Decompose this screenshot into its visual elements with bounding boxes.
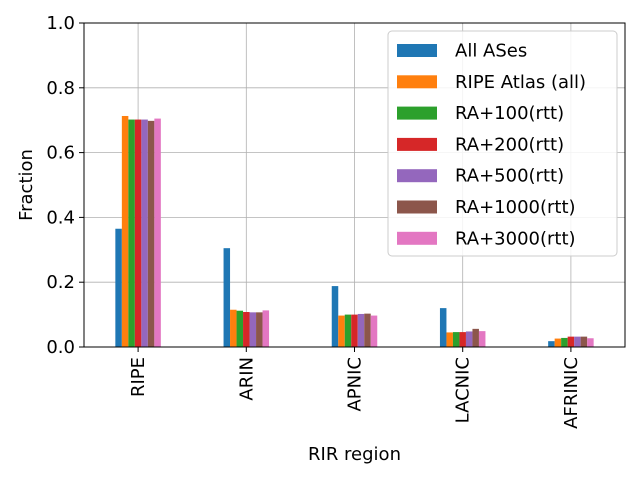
bar-ripe-3: [134, 119, 142, 347]
legend-swatch: [397, 106, 437, 120]
bar-apnic-4: [357, 313, 365, 347]
bar-apnic-6: [370, 315, 378, 347]
legend-swatch: [397, 75, 437, 89]
legend-swatch: [397, 137, 437, 151]
bar-afrinic-2: [561, 337, 568, 347]
legend-label: RIPE Atlas (all): [455, 72, 586, 93]
y-tick-label: 0.6: [46, 143, 75, 164]
x-tick-label: APNIC: [345, 357, 366, 412]
bar-arin-3: [243, 312, 250, 347]
y-tick-label: 1.0: [46, 13, 75, 34]
x-tick-label: LACNIC: [453, 357, 474, 423]
bar-arin-6: [262, 310, 270, 347]
x-tick-label: RIPE: [128, 357, 149, 397]
x-tick-label: AFRINIC: [561, 357, 582, 429]
bar-apnic-3: [351, 314, 358, 347]
bar-apnic-0: [331, 286, 339, 347]
bar-ripe-0: [115, 228, 122, 347]
legend: All ASes RIPE Atlas (all) RA+100(rtt) RA+20…: [387, 30, 618, 257]
legend-label: All ASes: [455, 41, 527, 62]
bar-lacnic-6: [478, 331, 486, 347]
bar-arin-4: [249, 312, 257, 347]
x-tick-label: ARIN: [236, 357, 257, 401]
y-tick-label: 0.0: [46, 337, 75, 358]
legend-swatch: [397, 200, 437, 214]
legend-label: RA+500(rtt): [455, 166, 564, 187]
bar-apnic-2: [344, 314, 352, 347]
legend-swatch: [397, 44, 437, 57]
legend-label: RA+200(rtt): [455, 134, 564, 155]
x-axis-ticks: RIPE ARIN APNIC LACNIC AFRINIC: [128, 347, 582, 429]
bar-apnic-1: [338, 315, 345, 347]
bar-ripe-1: [121, 115, 129, 347]
bar-ripe-4: [141, 119, 148, 347]
legend-label: RA+100(rtt): [455, 103, 564, 124]
x-axis-label: RIR region: [308, 444, 401, 465]
legend-label: RA+3000(rtt): [455, 228, 576, 249]
bar-apnic-5: [364, 313, 371, 347]
bar-afrinic-4: [574, 336, 581, 347]
legend-label: RA+1000(rtt): [455, 197, 576, 218]
bar-arin-5: [256, 312, 263, 347]
y-tick-label: 0.4: [46, 207, 75, 228]
bar-afrinic-5: [580, 336, 588, 347]
legend-swatch: [397, 231, 437, 245]
bar-ripe-5: [147, 120, 155, 348]
bar-afrinic-6: [587, 338, 594, 347]
bar-ripe-2: [128, 119, 135, 347]
y-tick-label: 0.8: [46, 78, 75, 99]
bar-arin-1: [230, 309, 237, 347]
bar-lacnic-0: [439, 308, 447, 347]
bar-afrinic-0: [548, 341, 555, 347]
y-axis-ticks: 0.0 0.2 0.4 0.6 0.8 1.0: [46, 13, 84, 358]
bars: [115, 115, 594, 348]
bar-lacnic-4: [465, 331, 473, 347]
bar-lacnic-3: [459, 332, 466, 347]
y-tick-label: 0.2: [46, 272, 75, 293]
bar-lacnic-5: [472, 328, 479, 347]
bar-lacnic-2: [452, 332, 460, 347]
bar-lacnic-1: [446, 332, 453, 347]
bar-ripe-6: [154, 118, 161, 347]
bar-arin-0: [223, 248, 231, 347]
bar-afrinic-3: [567, 336, 575, 347]
bar-afrinic-1: [554, 338, 562, 347]
y-axis-label: Fraction: [16, 149, 37, 221]
legend-swatch: [397, 169, 437, 183]
legend-box: [387, 30, 618, 257]
bar-arin-2: [236, 310, 244, 347]
